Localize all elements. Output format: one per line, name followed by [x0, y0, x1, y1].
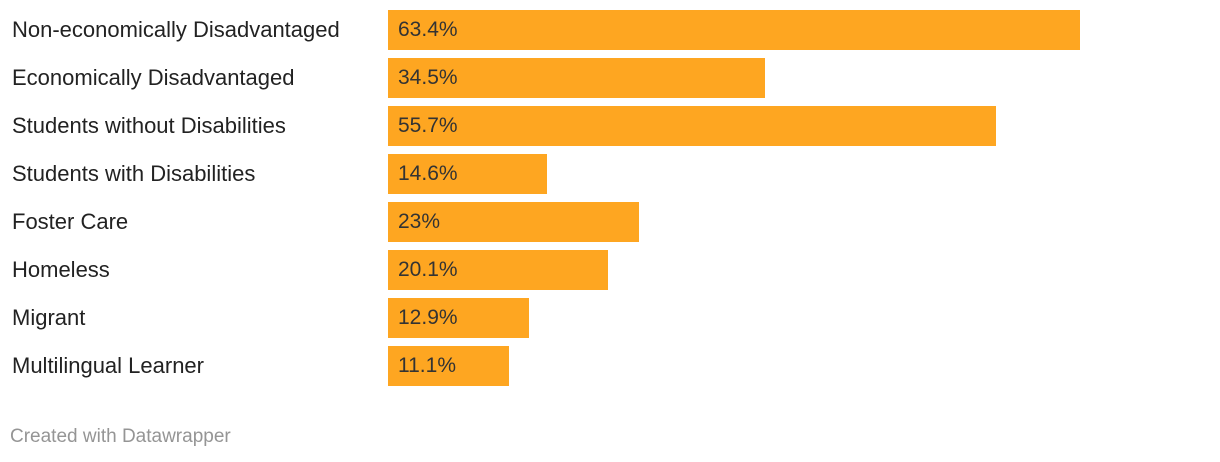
- value-label: 55.7%: [398, 114, 458, 137]
- value-label: 23%: [398, 210, 441, 233]
- value-label: 11.1%: [398, 354, 456, 377]
- bar: [388, 346, 509, 386]
- bar-row: Non-economically Disadvantaged 63.4%: [0, 10, 1220, 50]
- value-label: 20.1%: [398, 258, 458, 281]
- bar-row: Migrant 12.9%: [0, 298, 1220, 338]
- category-label: Foster Care: [12, 209, 129, 234]
- category-label: Economically Disadvantaged: [12, 65, 295, 90]
- bar: [388, 298, 529, 338]
- chart-credit: Created with Datawrapper: [10, 426, 231, 447]
- bar: [388, 202, 639, 242]
- value-label: 12.9%: [398, 306, 458, 329]
- value-label: 63.4%: [398, 18, 458, 41]
- value-label: 14.6%: [398, 162, 458, 185]
- category-label: Homeless: [12, 257, 110, 282]
- bar-chart: Non-economically Disadvantaged 63.4% Econo…: [0, 10, 1220, 386]
- bar-row: Foster Care 23%: [0, 202, 1220, 242]
- category-label: Migrant: [12, 305, 86, 330]
- bar-row: Students without Disabilities 55.7%: [0, 106, 1220, 146]
- bar-row: Economically Disadvantaged 34.5%: [0, 58, 1220, 98]
- category-label: Non-economically Disadvantaged: [12, 17, 340, 42]
- bar: [388, 10, 1080, 50]
- category-label: Students with Disabilities: [12, 161, 256, 186]
- category-label: Multilingual Learner: [12, 353, 204, 378]
- bar: [388, 58, 765, 98]
- bar: [388, 154, 547, 194]
- value-label: 34.5%: [398, 66, 458, 89]
- bar-row: Homeless 20.1%: [0, 250, 1220, 290]
- bar: [388, 250, 608, 290]
- category-label: Students without Disabilities: [12, 113, 286, 138]
- bar-row: Students with Disabilities 14.6%: [0, 154, 1220, 194]
- bar: [388, 106, 996, 146]
- bar-row: Multilingual Learner 11.1%: [0, 346, 1220, 386]
